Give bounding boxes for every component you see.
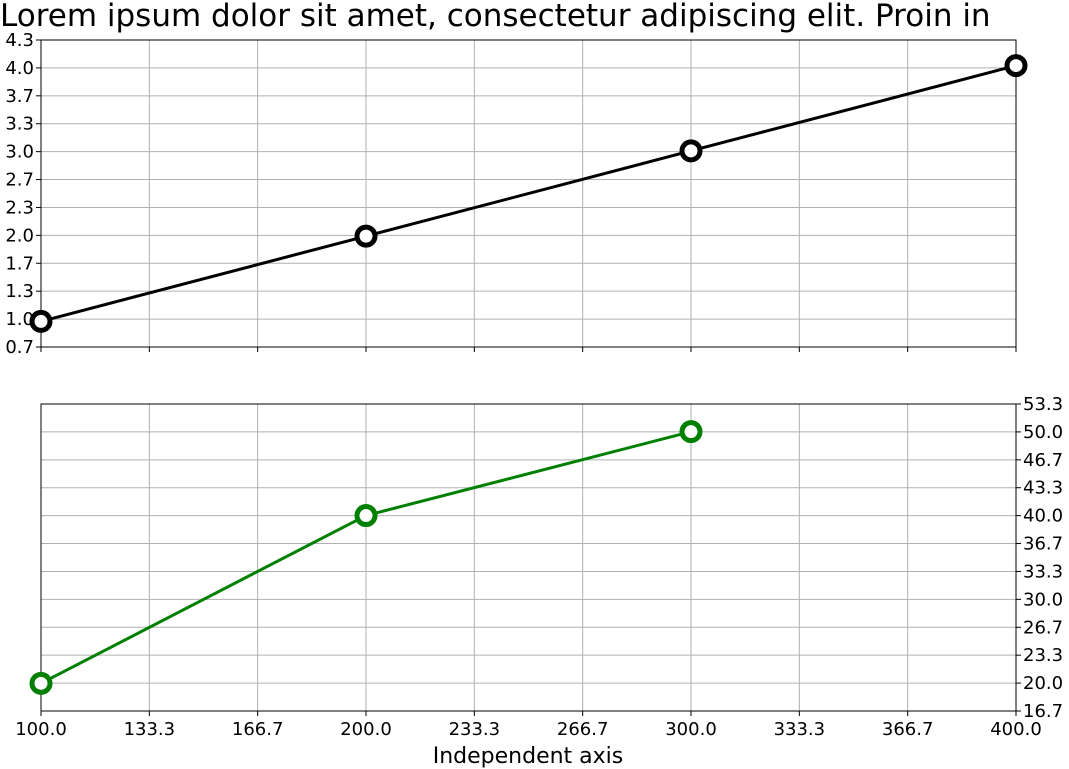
x-tick-label: 200.0 — [340, 719, 392, 740]
x-tick-label: 133.3 — [124, 719, 176, 740]
chart-title: Lorem ipsum dolor sit amet, consectetur … — [0, 0, 991, 34]
y-tick-label: 3.7 — [5, 86, 34, 107]
data-point-marker — [679, 420, 703, 444]
x-tick-label: 266.7 — [557, 719, 609, 740]
y-tick-label: 16.7 — [1023, 701, 1063, 722]
y-tick-label: 53.3 — [1023, 394, 1063, 415]
top-panel: 0.7 1.0 1.3 1.7 2.0 2.3 2.7 3.0 3.3 3.7 4.0 4.3 — [5, 30, 1028, 358]
y-tick-label: 30.0 — [1023, 589, 1063, 610]
y-tick-label: 36.7 — [1023, 534, 1063, 555]
y-tick-label: 46.7 — [1023, 450, 1063, 471]
y-tick-label: 4.0 — [5, 58, 34, 79]
plot-frame — [40, 403, 1017, 712]
data-point-marker — [1004, 54, 1028, 78]
y-tick-label: 2.3 — [5, 197, 34, 218]
series-line — [40, 64, 1017, 323]
x-tick-label: 166.7 — [232, 719, 284, 740]
x-tick-label: 366.7 — [882, 719, 934, 740]
data-point-marker — [679, 139, 703, 163]
y-tick-label: 1.7 — [5, 253, 34, 274]
y-tick-label: 4.3 — [5, 30, 34, 51]
data-point-marker — [354, 504, 378, 528]
y-tick-label: 2.0 — [5, 225, 34, 246]
y-tick-label: 23.3 — [1023, 645, 1063, 666]
y-tick-label: 1.0 — [5, 309, 34, 330]
y-tick-label: 40.0 — [1023, 506, 1063, 527]
y-tick-label: 3.0 — [5, 142, 34, 163]
data-point-marker — [354, 224, 378, 248]
bottom-panel: 100.0 133.3 166.7 200.0 233.3 266.7 300.0 333.3… — [15, 394, 1063, 740]
x-tick-label: 400.0 — [990, 719, 1042, 740]
data-point-marker — [29, 309, 53, 333]
x-tick-label: 233.3 — [449, 719, 501, 740]
y-tick-label: 0.7 — [5, 337, 34, 358]
plot-frame — [40, 39, 1017, 348]
y-tick-label: 20.0 — [1023, 673, 1063, 694]
y-tick-label: 1.3 — [5, 281, 34, 302]
y-tick-label: 33.3 — [1023, 561, 1063, 582]
x-axis-label: Independent axis — [433, 744, 624, 769]
x-tick-label: 300.0 — [665, 719, 717, 740]
x-tick-label: 333.3 — [774, 719, 826, 740]
data-point-marker — [29, 671, 53, 695]
y-tick-label: 3.3 — [5, 114, 34, 135]
y-tick-label: 2.7 — [5, 170, 34, 191]
y-tick-label: 43.3 — [1023, 478, 1063, 499]
y-tick-label: 26.7 — [1023, 617, 1063, 638]
x-tick-label: 100.0 — [15, 719, 67, 740]
y-tick-label: 50.0 — [1023, 422, 1063, 443]
